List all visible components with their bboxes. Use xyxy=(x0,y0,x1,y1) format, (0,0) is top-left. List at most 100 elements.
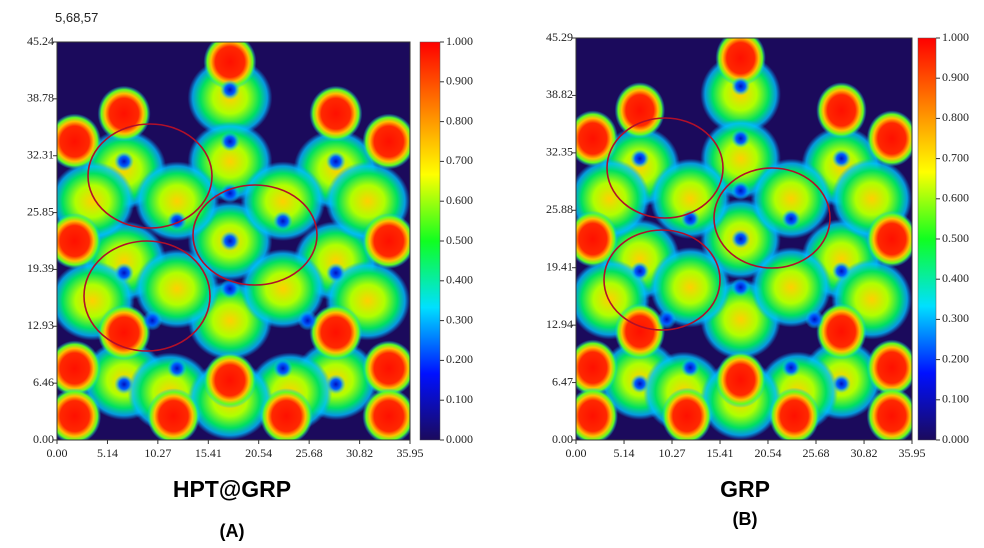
density-lobe xyxy=(816,82,867,139)
density-lobe xyxy=(715,351,766,408)
density-lobe xyxy=(576,387,618,440)
density-lobe xyxy=(614,303,666,360)
panel-title: HPT@GRP xyxy=(173,476,291,502)
colorbar-tick-label: 0.300 xyxy=(446,312,473,326)
colorbar-tick-label: 0.000 xyxy=(446,432,473,446)
density-lobe xyxy=(362,213,410,269)
x-tick-label: 10.27 xyxy=(144,446,171,460)
density-hole xyxy=(630,149,650,169)
density-hole xyxy=(731,277,751,297)
y-tick-label: 25.85 xyxy=(27,204,54,218)
y-tick-label: 38.78 xyxy=(27,91,54,105)
y-tick-label: 32.35 xyxy=(546,145,573,159)
density-lobe xyxy=(816,303,867,360)
x-tick-label: 20.54 xyxy=(754,446,781,460)
density-hole xyxy=(114,262,134,283)
density-hole xyxy=(325,374,346,395)
y-tick-label: 0.00 xyxy=(33,432,54,446)
density-hole xyxy=(273,358,293,379)
y-tick-label: 45.24 xyxy=(27,34,54,48)
x-tick-label: 35.95 xyxy=(397,446,424,460)
x-tick-label: 5.14 xyxy=(97,446,118,460)
colorbar xyxy=(419,41,441,441)
y-tick-label: 6.47 xyxy=(552,374,573,388)
density-region xyxy=(750,158,832,239)
density-region xyxy=(134,161,220,241)
density-hole xyxy=(167,358,187,379)
density-lobe xyxy=(866,110,912,167)
density-hole xyxy=(220,278,240,299)
highlight-circle xyxy=(192,184,318,286)
x-tick-label: 10.27 xyxy=(658,446,685,460)
density-lobe xyxy=(259,388,313,440)
density-lobe xyxy=(57,113,102,170)
density-lobe xyxy=(97,304,151,361)
density-hole xyxy=(630,261,650,281)
colorbar-tick-label: 0.300 xyxy=(942,311,969,325)
density-lobe xyxy=(661,387,713,440)
y-tick-label: 0.00 xyxy=(552,432,573,446)
y-tick-label: 6.46 xyxy=(33,375,54,389)
x-tick-label: 15.41 xyxy=(707,446,734,460)
density-hole xyxy=(630,374,650,394)
density-lobe xyxy=(362,388,410,440)
plot-frame xyxy=(56,41,411,441)
plot-frame xyxy=(575,37,913,441)
density-lobe xyxy=(97,85,151,142)
y-tick-label: 12.93 xyxy=(27,318,54,332)
density-lobe xyxy=(57,340,102,397)
density-hole xyxy=(731,229,751,249)
colorbar-tick-label: 1.000 xyxy=(942,30,969,44)
density-hole xyxy=(297,310,318,331)
density-hole xyxy=(832,149,851,169)
density-hole xyxy=(731,181,751,201)
density-hole xyxy=(167,211,187,231)
density-region xyxy=(134,248,220,329)
density-lobe xyxy=(769,387,820,440)
density-region xyxy=(240,248,326,329)
heatmap xyxy=(576,38,912,440)
colorbar-tick-label: 0.100 xyxy=(446,392,473,406)
density-lobe xyxy=(866,210,912,268)
panel-label: (A) xyxy=(220,521,245,541)
density-hole xyxy=(832,374,851,394)
density-lobe xyxy=(203,42,257,90)
density-hole xyxy=(220,131,240,152)
panel-title: GRP xyxy=(720,476,770,502)
density-lobe xyxy=(866,339,912,396)
density-lobe xyxy=(576,210,618,268)
colorbar-tick-label: 0.200 xyxy=(446,352,473,366)
density-region xyxy=(750,247,832,328)
x-tick-label: 20.54 xyxy=(245,446,272,460)
y-tick-label: 38.82 xyxy=(546,87,573,101)
density-lobe xyxy=(57,388,102,440)
density-lobe xyxy=(576,339,618,396)
colorbar-tick-label: 0.500 xyxy=(446,233,473,247)
x-tick-label: 15.41 xyxy=(195,446,222,460)
colorbar-tick-label: 0.900 xyxy=(942,70,969,84)
colorbar-tick-label: 0.600 xyxy=(942,191,969,205)
panel-label: (B) xyxy=(733,509,758,529)
highlight-circle xyxy=(83,240,211,352)
highlight-circle xyxy=(87,123,213,229)
density-lobe xyxy=(576,110,618,167)
density-lobe xyxy=(362,113,410,170)
x-tick-label: 5.14 xyxy=(614,446,635,460)
x-tick-label: 25.68 xyxy=(803,446,830,460)
density-hole xyxy=(731,129,751,148)
colorbar-tick-label: 0.800 xyxy=(942,110,969,124)
y-tick-label: 19.41 xyxy=(546,259,573,273)
y-tick-label: 19.39 xyxy=(27,261,54,275)
x-tick-label: 0.00 xyxy=(47,446,68,460)
x-tick-label: 0.00 xyxy=(566,446,587,460)
colorbar-tick-label: 0.200 xyxy=(942,351,969,365)
colorbar-tick-label: 0.000 xyxy=(942,432,969,446)
density-hole xyxy=(114,151,134,172)
density-lobe xyxy=(57,213,102,269)
density-hole xyxy=(731,76,751,96)
density-lobe xyxy=(309,304,363,361)
density-lobe xyxy=(203,352,257,409)
colorbar-tick-label: 0.800 xyxy=(446,113,473,127)
colorbar-tick-label: 0.500 xyxy=(942,231,969,245)
highlight-circle xyxy=(603,229,721,331)
